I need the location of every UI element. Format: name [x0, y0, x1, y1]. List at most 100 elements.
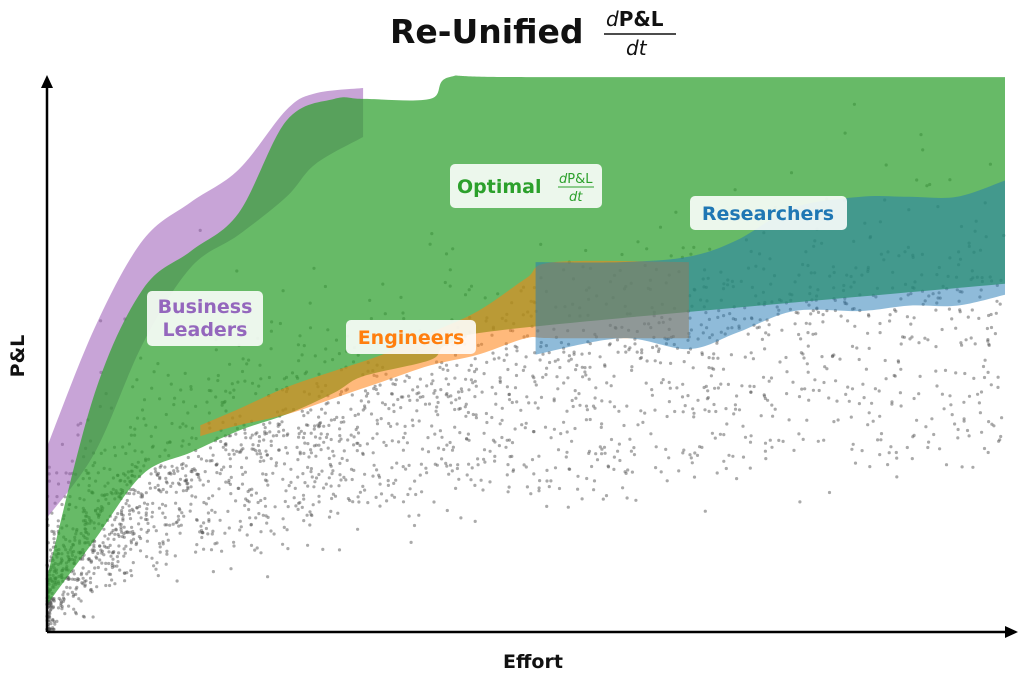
scatter-point: [65, 585, 69, 590]
scatter-point: [74, 612, 78, 616]
scatter-point: [934, 369, 938, 373]
scatter-point: [93, 549, 97, 553]
scatter-point: [692, 415, 696, 419]
scatter-point: [392, 495, 397, 499]
scatter-point: [106, 537, 110, 541]
scatter-point: [574, 368, 578, 372]
scatter-point: [581, 375, 585, 379]
scatter-point: [590, 464, 594, 469]
scatter-point: [149, 472, 153, 476]
scatter-point: [556, 387, 560, 391]
scatter-point: [868, 465, 872, 469]
scatter-point: [257, 449, 261, 453]
scatter-point: [269, 529, 273, 533]
scatter-point: [302, 497, 306, 501]
scatter-point: [491, 351, 495, 355]
band-researchers: [535, 180, 1005, 355]
scatter-point: [259, 530, 263, 534]
scatter-point: [623, 470, 627, 474]
scatter-point: [248, 516, 252, 520]
scatter-point: [163, 515, 167, 520]
scatter-point: [329, 437, 333, 442]
scatter-point: [308, 510, 312, 514]
scatter-point: [982, 375, 987, 380]
scatter-point: [785, 370, 789, 374]
scatter-point: [640, 351, 644, 355]
scatter-point: [215, 541, 219, 545]
scatter-point: [628, 346, 632, 350]
scatter-point: [954, 371, 958, 375]
scatter-point: [425, 384, 429, 388]
scatter-point: [171, 522, 175, 526]
scatter-point: [998, 438, 1002, 442]
scatter-point: [600, 447, 604, 451]
scatter-point: [967, 434, 971, 438]
scatter-point: [355, 425, 360, 429]
scatter-point: [174, 490, 178, 494]
scatter-point: [861, 382, 865, 386]
scatter-point: [612, 405, 617, 409]
scatter-point: [366, 391, 370, 396]
scatter-point: [204, 502, 208, 506]
scatter-point: [309, 408, 313, 412]
scatter-point: [438, 365, 442, 369]
scatter-point: [650, 393, 655, 397]
scatter-point: [600, 399, 604, 403]
scatter-point: [337, 439, 341, 443]
scatter-point: [166, 538, 170, 542]
scatter-point: [61, 593, 65, 597]
scatter-point: [766, 398, 770, 402]
scatter-point: [256, 443, 260, 448]
scatter-point: [537, 489, 541, 493]
scatter-point: [506, 463, 510, 467]
scatter-point: [128, 517, 133, 521]
scatter-point: [310, 513, 314, 518]
scatter-point: [993, 332, 998, 336]
scatter-point: [218, 472, 222, 476]
scatter-point: [313, 435, 318, 439]
scatter-point: [154, 567, 158, 571]
scatter-point: [915, 418, 919, 422]
scatter-point: [239, 525, 243, 529]
scatter-point: [669, 361, 673, 365]
scatter-point: [150, 556, 154, 560]
scatter-point: [977, 401, 982, 405]
scatter-point: [356, 431, 361, 435]
scatter-point: [243, 427, 247, 432]
scatter-point: [498, 379, 502, 383]
scatter-point: [990, 422, 994, 426]
scatter-point: [850, 447, 854, 451]
scatter-point: [866, 313, 871, 317]
scatter-point: [735, 394, 739, 398]
scatter-point: [265, 521, 269, 525]
scatter-point: [682, 448, 686, 452]
scatter-point: [116, 511, 120, 516]
scatter-point: [322, 486, 326, 490]
scatter-point: [760, 337, 765, 341]
scatter-point: [303, 441, 307, 445]
scatter-point: [497, 444, 501, 448]
scatter-point: [473, 370, 477, 374]
scatter-point: [350, 477, 354, 482]
scatter-point: [282, 525, 286, 530]
scatter-point: [52, 537, 56, 541]
scatter-point: [959, 341, 963, 345]
scatter-point: [977, 316, 981, 320]
scatter-point: [128, 530, 132, 535]
scatter-point: [413, 479, 417, 483]
scatter-point: [74, 592, 78, 597]
scatter-point: [124, 502, 128, 506]
scatter-point: [771, 414, 775, 418]
scatter-point: [62, 590, 66, 594]
scatter-point: [910, 457, 914, 461]
scatter-point: [570, 398, 574, 403]
scatter-point: [471, 412, 475, 417]
scatter-point: [987, 343, 991, 347]
scatter-point: [574, 396, 578, 400]
scatter-point: [905, 445, 909, 450]
scatter-point: [630, 368, 634, 372]
scatter-point: [87, 570, 91, 574]
scatter-point: [407, 375, 411, 380]
scatter-point: [633, 342, 637, 346]
scatter-point: [511, 469, 515, 473]
